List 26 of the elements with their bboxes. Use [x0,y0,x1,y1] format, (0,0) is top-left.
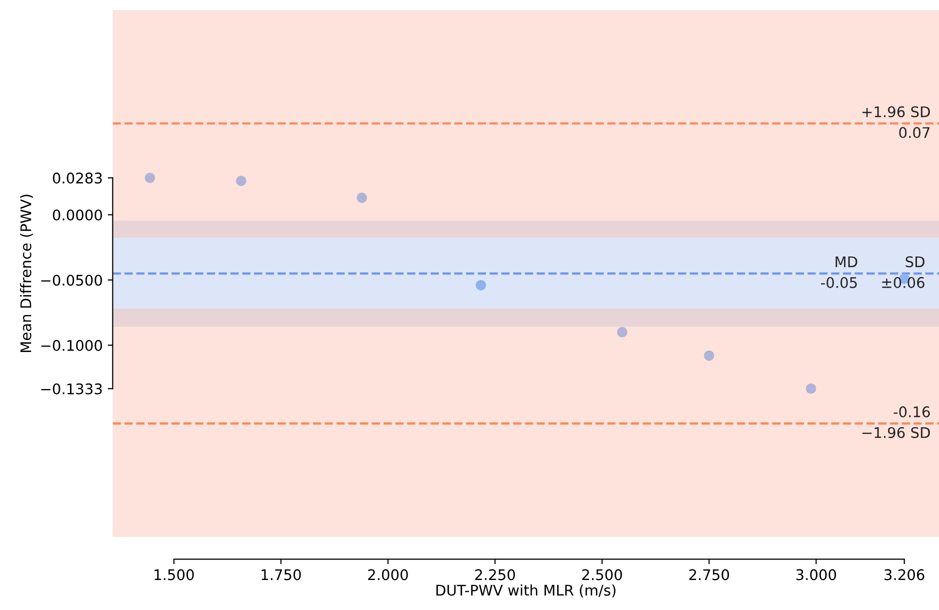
y-axis-title: Mean Diffrence (PWV) [20,194,34,352]
y-tick-label: 0.0000 [52,209,102,221]
x-tick-label: 2.250 [475,569,515,580]
point [356,192,368,203]
point [476,280,486,290]
annotation: MD -0.05 [821,256,858,288]
point [236,176,246,186]
ref-line-label: -0.16 −1.96 SD [862,406,930,438]
y-tick-label: −0.1000 [41,340,102,351]
x-tick-label: 2.000 [368,569,408,580]
x-tick-label: 1.750 [262,569,301,580]
y-tick-label: −0.1333 [41,383,102,394]
point [144,172,156,183]
annotation: SD ±0.06 [882,256,924,288]
x-tick-label: 1.500 [154,569,194,580]
x-axis-title: DUT-PWV with MLR (m/s) [436,584,616,598]
x-tick-label: 2.750 [689,569,729,580]
ref-line-label: +1.96 SD 0.07 [862,106,930,138]
point [617,327,628,338]
x-tick-label: 3.206 [884,569,924,580]
x-tick-label: 3.000 [796,569,836,580]
point [704,350,714,361]
y-tick-label: 0.0283 [52,172,102,184]
x-tick-label: 2.500 [582,569,622,580]
point [806,384,816,394]
y-tick-label: −0.0500 [41,274,102,286]
